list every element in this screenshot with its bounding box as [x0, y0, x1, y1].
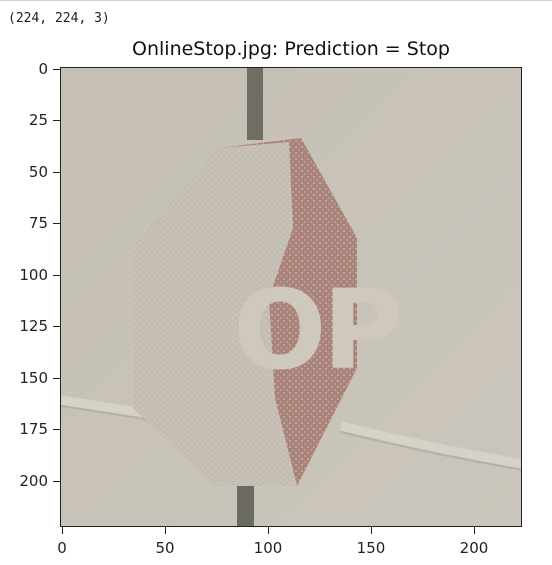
stop-sign-image: OP: [61, 68, 521, 526]
y-tick-label: 150: [19, 369, 48, 387]
y-tick-label: 0: [38, 60, 48, 78]
x-tick: [165, 527, 166, 534]
y-tick: [53, 378, 60, 379]
fence-wire-left: [61, 395, 152, 419]
x-tick: [62, 527, 63, 534]
y-tick: [53, 275, 60, 276]
pole-top: [247, 68, 263, 140]
y-tick: [53, 326, 60, 327]
sign-letters: OP: [233, 266, 400, 394]
y-tick-label: 75: [28, 214, 48, 232]
cell-divider: [0, 0, 552, 1]
x-tick: [268, 527, 269, 534]
y-tick: [53, 69, 60, 70]
y-tick: [53, 481, 60, 482]
y-tick-label: 125: [19, 317, 48, 335]
x-tick-label: 50: [155, 539, 175, 557]
y-tick-label: 175: [19, 420, 48, 438]
pole-bottom: [237, 480, 254, 526]
cell-output-text: (224, 224, 3): [8, 11, 110, 26]
fence-wire-right: [339, 421, 521, 469]
y-tick-label: 25: [28, 111, 48, 129]
y-tick: [53, 120, 60, 121]
plot-title: OnlineStop.jpg: Prediction = Stop: [132, 38, 450, 60]
x-tick: [474, 527, 475, 534]
y-tick-label: 50: [28, 163, 48, 181]
image-plot-area: OP: [60, 67, 522, 527]
y-tick: [53, 223, 60, 224]
x-tick-label: 150: [356, 539, 386, 557]
y-tick-label: 200: [19, 472, 48, 490]
x-tick-label: 200: [459, 539, 489, 557]
x-tick-label: 100: [253, 539, 283, 557]
y-tick-label: 100: [19, 266, 48, 284]
y-tick: [53, 172, 60, 173]
x-tick-label: 0: [57, 539, 67, 557]
x-tick: [371, 527, 372, 534]
y-tick: [53, 429, 60, 430]
